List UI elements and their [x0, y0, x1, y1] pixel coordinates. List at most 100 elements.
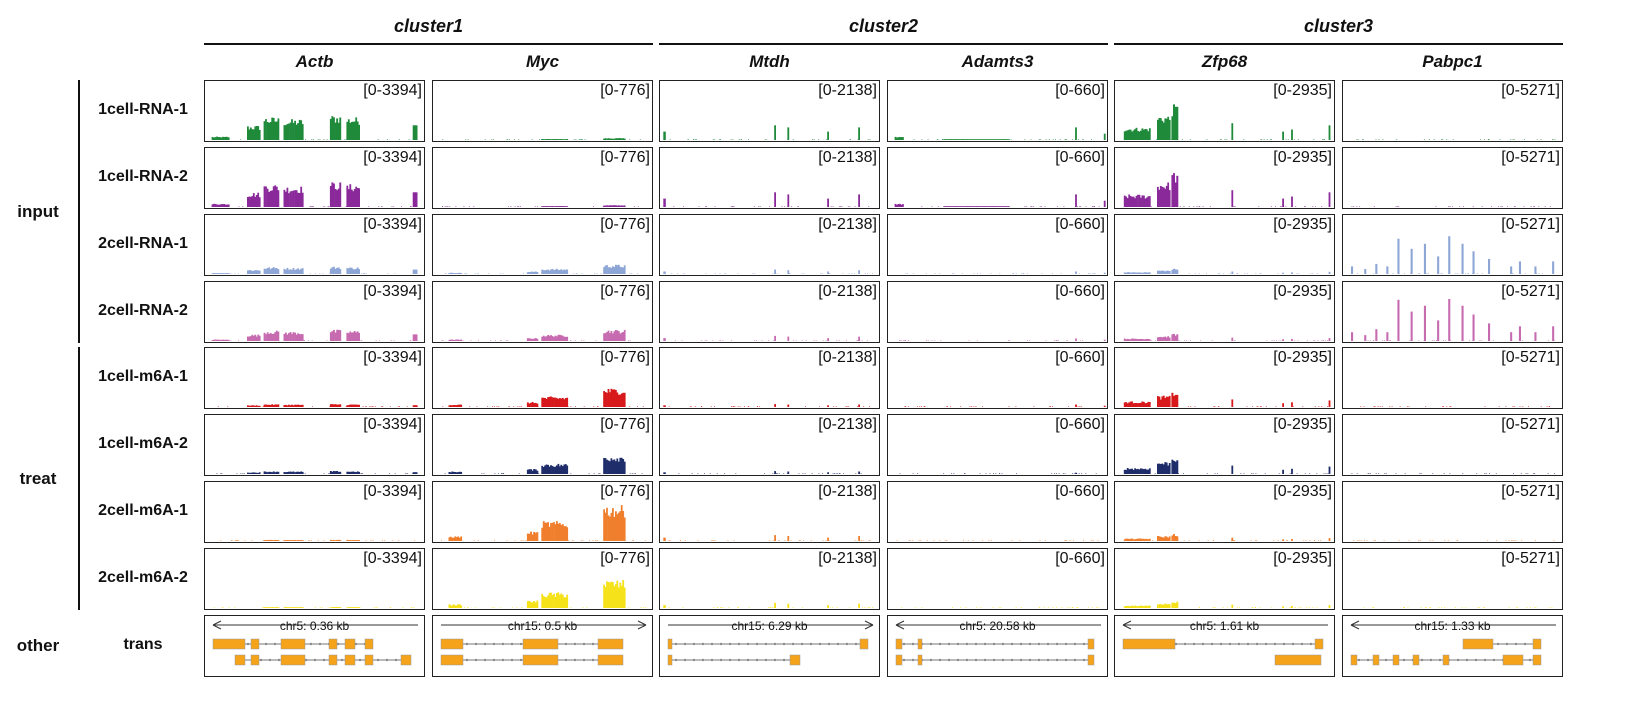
- coverage-noise: [462, 340, 464, 341]
- coverage-noise: [936, 139, 938, 140]
- coverage-noise: [361, 473, 363, 474]
- coverage-bar: [973, 139, 976, 140]
- coverage-noise: [669, 540, 671, 541]
- coverage-track: [663, 335, 868, 341]
- coverage-bar: [607, 330, 610, 341]
- coverage-bar: [548, 592, 551, 608]
- intron-marker: [591, 658, 595, 662]
- coverage-noise: [298, 139, 300, 140]
- range-label: [0-2138]: [818, 82, 877, 99]
- coverage-noise: [1279, 340, 1281, 341]
- coverage-noise: [1275, 206, 1276, 207]
- coverage-noise: [1129, 340, 1131, 341]
- coverage-bar: [275, 404, 278, 407]
- coverage-bar: [1131, 538, 1133, 541]
- coverage-noise: [732, 139, 734, 140]
- coverage-bar: [550, 139, 552, 140]
- coverage-bar: [1375, 263, 1378, 274]
- coverage-noise: [1259, 406, 1261, 407]
- coverage-bar: [1128, 539, 1131, 541]
- coverage-noise: [669, 139, 671, 140]
- coverage-noise: [1292, 406, 1294, 407]
- coverage-noise: [668, 540, 670, 541]
- locus-label: chr5: 20.58 kb: [959, 619, 1036, 633]
- coverage-noise: [1226, 139, 1228, 140]
- coverage-bar: [1461, 305, 1464, 341]
- coverage-noise: [243, 473, 245, 474]
- coverage-noise: [268, 607, 270, 608]
- coverage-bar: [563, 526, 566, 541]
- coverage-noise: [1285, 139, 1287, 140]
- coverage-noise: [951, 473, 953, 474]
- coverage-bar: [1161, 337, 1164, 341]
- coverage-noise: [521, 607, 523, 608]
- coverage-noise: [927, 340, 929, 341]
- coverage-bar: [1134, 403, 1136, 407]
- coverage-noise: [1410, 340, 1412, 341]
- coverage-bar: [603, 391, 605, 407]
- coverage-noise: [1535, 540, 1536, 541]
- coverage-bar: [294, 190, 296, 207]
- coverage-bar: [271, 540, 274, 541]
- coverage-bar: [545, 522, 548, 541]
- coverage-bar: [331, 607, 334, 608]
- coverage-noise: [1403, 607, 1404, 608]
- sample-label: 2cell-RNA-2: [98, 302, 188, 319]
- coverage-bar: [606, 581, 608, 608]
- range-label: [0-3394]: [363, 550, 422, 567]
- coverage-noise: [1297, 340, 1299, 341]
- coverage-bar: [615, 511, 617, 541]
- coverage-bar: [827, 537, 829, 541]
- coverage-bar: [604, 458, 607, 474]
- coverage-track: [1123, 459, 1331, 475]
- coverage-noise: [375, 340, 377, 341]
- coverage-bar: [559, 334, 561, 341]
- coverage-bar: [275, 540, 278, 541]
- coverage-panel: [0-776]: [432, 414, 653, 476]
- coverage-bar: [1000, 206, 1003, 207]
- coverage-bar: [356, 267, 359, 274]
- coverage-bar: [619, 457, 622, 474]
- coverage-noise: [1313, 139, 1315, 140]
- coverage-noise: [674, 340, 676, 341]
- intron-marker: [965, 658, 969, 662]
- coverage-bar: [1134, 198, 1136, 207]
- coverage-bar: [990, 139, 992, 140]
- coverage-noise: [1252, 607, 1254, 608]
- coverage-bar: [554, 335, 557, 341]
- coverage-bar: [965, 139, 968, 140]
- coverage-noise: [1081, 473, 1083, 474]
- coverage-noise: [595, 340, 597, 341]
- coverage-bar: [1291, 338, 1293, 341]
- coverage-bar: [452, 273, 455, 274]
- coverage-noise: [639, 139, 641, 140]
- coverage-noise: [942, 139, 944, 140]
- coverage-bar: [300, 186, 303, 207]
- coverage-bar: [557, 269, 560, 274]
- intron-marker: [746, 658, 750, 662]
- coverage-bar: [1174, 269, 1177, 274]
- coverage-noise: [1158, 473, 1160, 474]
- coverage-bar: [452, 471, 455, 474]
- coverage-bar: [350, 404, 353, 407]
- coverage-bar: [455, 537, 458, 541]
- coverage-bar: [211, 273, 214, 274]
- coverage-bar: [606, 507, 608, 541]
- coverage-bar: [530, 338, 532, 341]
- coverage-bar: [219, 204, 221, 207]
- coverage-noise: [222, 607, 224, 608]
- coverage-noise: [1277, 540, 1279, 541]
- coverage-bar: [979, 139, 982, 140]
- coverage-bar: [534, 271, 537, 274]
- coverage-noise: [1396, 206, 1398, 207]
- coverage-bar: [288, 607, 290, 608]
- coverage-noise: [848, 273, 850, 274]
- coverage-bar: [1168, 119, 1171, 140]
- coverage-noise: [518, 473, 520, 474]
- coverage-panel: [0-2935]: [1114, 481, 1335, 543]
- exon-block: [917, 638, 923, 650]
- coverage-bar: [607, 515, 610, 541]
- coverage-bar: [603, 458, 605, 474]
- coverage-track: [899, 472, 1097, 474]
- coverage-noise: [465, 139, 467, 140]
